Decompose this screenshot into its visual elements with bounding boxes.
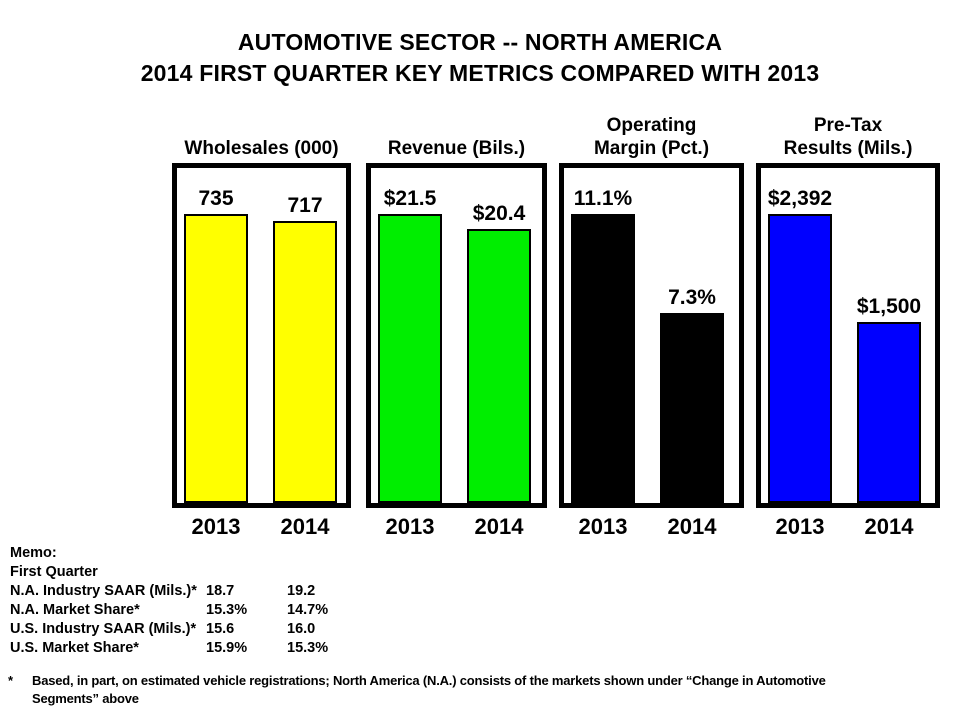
panel-title-line: Wholesales (000) [184,138,339,159]
memo-row-value-2013: 15.6 [206,621,235,637]
memo-row-value-2013: 18.7 [206,583,235,599]
footnote-line2: Segments” above [32,691,139,706]
memo-row-value-2014: 16.0 [287,621,316,637]
bar-pretax-results-2014 [857,322,921,503]
bar-wholesales-2013 [184,214,248,503]
memo-row: U.S. Market Share* 15.9% 15.3% [10,639,328,658]
panel-title-line: Results (Mils.) [783,138,913,159]
slide-title-line2: 2014 FIRST QUARTER KEY METRICS COMPARED … [140,60,820,86]
memo-row-value-2014: 19.2 [287,583,316,599]
year-label-2014: 2014 [280,514,330,539]
panel-wholesales-title: Wholesales (000) [152,110,371,160]
plot-box-pretax-results: $2,392 $1,500 [756,163,940,508]
plot-box-wholesales: 735 717 [172,163,351,508]
year-label-2014: 2014 [864,514,914,539]
bar-value-label: 735 [198,187,234,210]
panel-operating-margin-title: Operating Margin (Pct.) [539,110,764,160]
bar-revenue-2014 [467,229,531,503]
slide-title: AUTOMOTIVE SECTOR -- NORTH AMERICA 2014 … [0,27,960,89]
memo-block: Memo: First Quarter N.A. Industry SAAR (… [10,544,328,658]
footnote: * Based, in part, on estimated vehicle r… [8,672,826,708]
memo-subheading: First Quarter [10,564,98,580]
bar-value-label: $21.5 [383,187,437,210]
memo-row-value-2014: 15.3% [287,640,329,656]
year-label-2013: 2013 [191,514,241,539]
bar-value-label: $1,500 [856,295,922,318]
memo-row-label: N.A. Market Share* [10,602,140,618]
panel-title-line: Revenue (Bils.) [387,138,526,159]
bar-value-label: 11.1% [573,187,633,210]
memo-row: N.A. Market Share* 15.3% 14.7% [10,601,328,620]
bar-value-label: 717 [287,194,323,217]
year-label-2014: 2014 [474,514,524,539]
memo-row-label: U.S. Industry SAAR (Mils.)* [10,621,197,637]
panel-title-line: Pre-Tax [813,115,883,136]
memo-row: N.A. Industry SAAR (Mils.)* 18.7 19.2 [10,582,328,601]
memo-row-value-2013: 15.3% [206,602,248,618]
footnote-marker: * [8,673,13,688]
panel-title-line: Operating [606,115,697,136]
panel-pretax-results-title: Pre-Tax Results (Mils.) [736,110,960,160]
year-label-2013: 2013 [578,514,628,539]
bar-value-label: $2,392 [767,187,833,210]
memo-row-value-2014: 14.7% [287,602,329,618]
bar-pretax-results-2013 [768,214,832,503]
bar-operating-margin-2014 [660,313,724,503]
slide-title-line1: AUTOMOTIVE SECTOR -- NORTH AMERICA [237,29,723,55]
panel-operating-margin: Operating Margin (Pct.) 11.1% 7.3% 2013 … [559,110,744,555]
panel-title-line: Margin (Pct.) [593,138,710,159]
bar-wholesales-2014 [273,221,337,503]
bar-revenue-2013 [378,214,442,503]
panel-pretax-results: Pre-Tax Results (Mils.) $2,392 $1,500 20… [756,110,940,555]
plot-box-revenue: $21.5 $20.4 [366,163,547,508]
memo-row-value-2013: 15.9% [206,640,248,656]
memo-row-label: U.S. Market Share* [10,640,139,656]
panel-revenue-title: Revenue (Bils.) [346,110,567,160]
memo-row: U.S. Industry SAAR (Mils.)* 15.6 16.0 [10,620,328,639]
memo-heading: Memo: [10,545,57,561]
bar-operating-margin-2013 [571,214,635,503]
plot-box-operating-margin: 11.1% 7.3% [559,163,744,508]
year-label-2014: 2014 [667,514,717,539]
panel-revenue: Revenue (Bils.) $21.5 $20.4 2013 2014 [366,110,547,555]
year-label-2013: 2013 [775,514,825,539]
year-label-2013: 2013 [385,514,435,539]
bar-value-label: 7.3% [668,286,716,309]
footnote-line1: Based, in part, on estimated vehicle reg… [32,673,826,688]
memo-row-label: N.A. Industry SAAR (Mils.)* [10,583,197,599]
panel-wholesales: Wholesales (000) 735 717 2013 2014 [172,110,351,555]
bar-value-label: $20.4 [472,202,526,225]
